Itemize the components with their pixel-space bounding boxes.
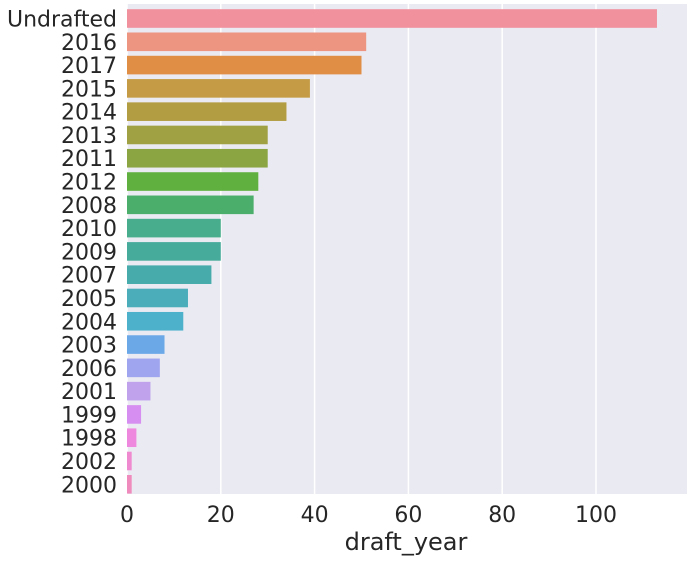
bar bbox=[127, 311, 184, 331]
y-tick-label: 1999 bbox=[61, 403, 117, 428]
bar bbox=[127, 475, 132, 494]
bar bbox=[127, 381, 151, 401]
y-tick-label: 2015 bbox=[61, 77, 117, 102]
bar bbox=[127, 288, 188, 308]
bar bbox=[127, 335, 165, 354]
bar bbox=[127, 218, 221, 238]
y-tick-label: 2007 bbox=[61, 264, 117, 289]
bar bbox=[127, 9, 657, 28]
bar bbox=[127, 428, 137, 448]
y-tick-label: 2001 bbox=[61, 380, 117, 405]
y-tick-label: 2005 bbox=[61, 287, 117, 312]
x-tick-label: 80 bbox=[488, 503, 516, 528]
bar bbox=[127, 451, 132, 471]
y-tick-label: 2008 bbox=[61, 194, 117, 219]
bar bbox=[127, 55, 362, 75]
y-tick-label: 2003 bbox=[61, 334, 117, 359]
bar bbox=[127, 405, 142, 424]
bar bbox=[127, 125, 268, 145]
y-tick-label: 2013 bbox=[61, 124, 117, 149]
y-tick-label: 2004 bbox=[61, 310, 117, 335]
y-tick-labels: Undrafted2016201720152014201320112012200… bbox=[7, 8, 117, 499]
y-tick-label: 2006 bbox=[61, 357, 117, 382]
y-tick-label: 2000 bbox=[61, 473, 117, 498]
bar bbox=[127, 148, 268, 168]
x-tick-label: 20 bbox=[207, 503, 235, 528]
x-tick-labels: 0 20 40 60 80 100 bbox=[120, 503, 617, 528]
bar bbox=[127, 102, 287, 121]
y-tick-label: 2009 bbox=[61, 240, 117, 265]
bar bbox=[127, 195, 254, 215]
y-tick-label: 2017 bbox=[61, 54, 117, 79]
y-tick-label: 2014 bbox=[61, 101, 117, 126]
y-tick-label: 2011 bbox=[61, 147, 117, 172]
bar bbox=[127, 358, 160, 378]
y-tick-label: 2002 bbox=[61, 450, 117, 475]
y-tick-label: 2012 bbox=[61, 171, 117, 196]
y-tick-label: 1998 bbox=[61, 427, 117, 452]
x-axis-label: draft_year bbox=[345, 528, 468, 556]
x-tick-label: 0 bbox=[120, 503, 134, 528]
bars bbox=[127, 9, 657, 494]
x-tick-label: 40 bbox=[301, 503, 329, 528]
bar bbox=[127, 79, 310, 98]
y-tick-label: 2016 bbox=[61, 31, 117, 56]
bar bbox=[127, 242, 221, 261]
bar bbox=[127, 32, 367, 52]
bar bbox=[127, 265, 212, 284]
x-tick-label: 60 bbox=[394, 503, 422, 528]
bar bbox=[127, 172, 259, 191]
y-tick-label: 2010 bbox=[61, 217, 117, 242]
x-tick-label: 100 bbox=[575, 503, 617, 528]
y-tick-label: Undrafted bbox=[7, 8, 117, 33]
